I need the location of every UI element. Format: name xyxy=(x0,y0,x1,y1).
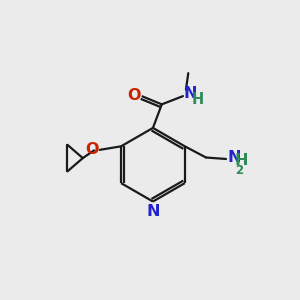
Text: 2: 2 xyxy=(235,164,243,177)
Text: N: N xyxy=(184,86,197,101)
Text: O: O xyxy=(85,142,99,157)
Text: N: N xyxy=(227,150,241,165)
Text: H: H xyxy=(192,92,204,106)
Text: H: H xyxy=(235,153,248,168)
Text: N: N xyxy=(146,204,160,219)
Text: O: O xyxy=(127,88,140,103)
